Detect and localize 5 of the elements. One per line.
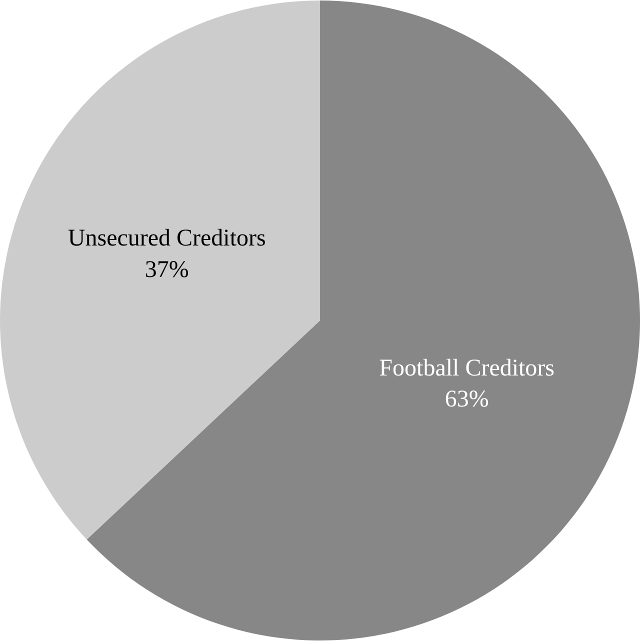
slice-label: Unsecured Creditors [68, 226, 266, 252]
data-label: 37% [144, 256, 189, 283]
data-label: 63% [444, 386, 489, 413]
slice-label: Football Creditors [379, 355, 555, 382]
pie-slice [0, 0, 320, 540]
